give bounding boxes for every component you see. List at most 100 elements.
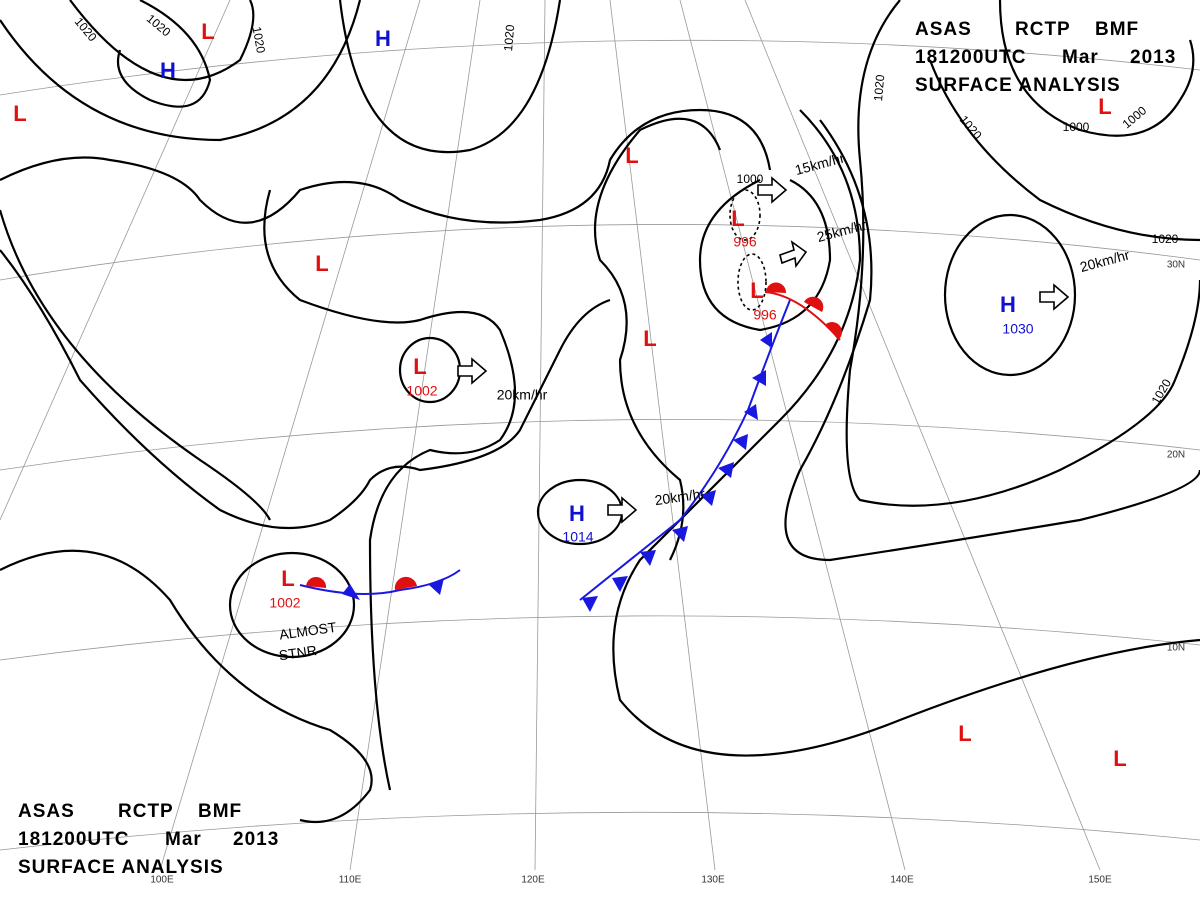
motion-label: 20km/hr: [654, 485, 707, 508]
isobar: [228, 551, 356, 659]
header-text: BMF: [198, 801, 242, 822]
header-text: RCTP: [1015, 19, 1071, 40]
longitude-label: 130E: [701, 875, 725, 886]
center-pressure: 1002: [269, 595, 300, 611]
latitude-label: 10N: [1167, 643, 1185, 654]
cold-front: [579, 299, 791, 601]
center-symbol: L: [625, 143, 638, 168]
center-pressure: 1002: [406, 383, 437, 399]
isobar-label: 1000: [1063, 120, 1090, 134]
header-text: 181200UTC: [915, 47, 1026, 68]
center-symbol: L: [281, 566, 294, 591]
center-pressure: 1030: [1002, 321, 1033, 337]
lon-line: [159, 0, 421, 871]
center-symbol: L: [731, 206, 744, 231]
fronts: [299, 282, 843, 612]
isobar: [845, 0, 1200, 507]
center-symbol: L: [958, 721, 971, 746]
motion-label: 20km/hr: [497, 387, 548, 403]
center-symbol: L: [413, 354, 426, 379]
center-symbol: L: [13, 101, 26, 126]
note-text: STNR: [278, 642, 318, 663]
isobar: [928, 59, 1200, 242]
longitude-label: 150E: [1088, 875, 1112, 886]
center-symbol: L: [315, 251, 328, 276]
isobar: [116, 0, 212, 108]
motion-arrow: [607, 496, 638, 524]
isobar: [612, 109, 1200, 757]
isobar: [593, 117, 722, 561]
isobar: [0, 249, 611, 530]
center-symbol: L: [1098, 94, 1111, 119]
center-symbol: H: [569, 501, 585, 526]
stationary-front: [299, 569, 461, 595]
center-symbol: L: [201, 19, 214, 44]
isobar: [784, 119, 1200, 562]
isobar: [69, 0, 255, 82]
center-symbol: L: [643, 326, 656, 351]
center-pressure: 1014: [562, 529, 593, 545]
lon-line: [0, 0, 231, 521]
lon-line: [349, 0, 481, 871]
header-text: Mar: [1062, 47, 1099, 68]
isobar-label: 1020: [501, 24, 517, 52]
center-pressure: 996: [753, 307, 777, 323]
isobar: [943, 213, 1077, 377]
isobar: [0, 108, 772, 224]
stationary-bumps: [306, 576, 417, 590]
motion-arrow: [457, 357, 488, 385]
motion-arrows: [457, 176, 1070, 524]
note-text: ALMOST: [278, 619, 338, 643]
center-symbol: H: [160, 58, 176, 83]
lat-line: [0, 418, 1200, 471]
header-text: SURFACE ANALYSIS: [915, 75, 1121, 96]
lat-line: [0, 224, 1200, 281]
labels: ASAS RCTP BMF 181200UTC Mar 2013 SURFACE…: [18, 19, 1176, 878]
motion-arrow: [779, 240, 808, 269]
longitude-label: 140E: [890, 875, 914, 886]
isobars: [0, 0, 1200, 824]
isobar: [0, 549, 373, 824]
center-pressure: 996: [733, 234, 757, 250]
cold-front-teeth: [582, 332, 772, 612]
isobar-label: 1000: [737, 172, 764, 186]
header-text: 181200UTC: [18, 829, 129, 850]
latitude-label: 20N: [1167, 450, 1185, 461]
header-text: SURFACE ANALYSIS: [18, 857, 224, 878]
isobar: [263, 189, 516, 791]
motion-arrow: [757, 176, 788, 204]
isobar: [338, 0, 562, 154]
header-text: Mar: [165, 829, 202, 850]
lon-line: [744, 0, 1101, 871]
header-text: 2013: [1130, 47, 1176, 68]
latitude-label: 30N: [1167, 260, 1185, 271]
lon-line: [534, 0, 546, 871]
longitude-label: 120E: [521, 875, 545, 886]
header-text: ASAS: [915, 19, 972, 40]
center-symbol: L: [1113, 746, 1126, 771]
isobar-label: 1020: [250, 25, 268, 54]
header-text: RCTP: [118, 801, 174, 822]
isobar: [698, 179, 832, 332]
center-symbol: L: [750, 278, 763, 303]
trough-dashed: [729, 189, 761, 241]
isobar: [0, 0, 362, 142]
isobar: [998, 0, 1195, 137]
isobar-label: 1020: [1152, 232, 1179, 246]
longitude-label: 110E: [339, 875, 362, 886]
motion-arrow: [1039, 283, 1070, 311]
header-text: ASAS: [18, 801, 75, 822]
isobar-label: 1020: [871, 74, 887, 102]
isobar: [0, 209, 271, 521]
header-text: 2013: [233, 829, 279, 850]
header-text: BMF: [1095, 19, 1139, 40]
center-symbol: H: [1000, 292, 1016, 317]
lat-line: [0, 811, 1200, 851]
longitude-label: 100E: [150, 875, 174, 886]
lat-line: [0, 39, 1200, 96]
